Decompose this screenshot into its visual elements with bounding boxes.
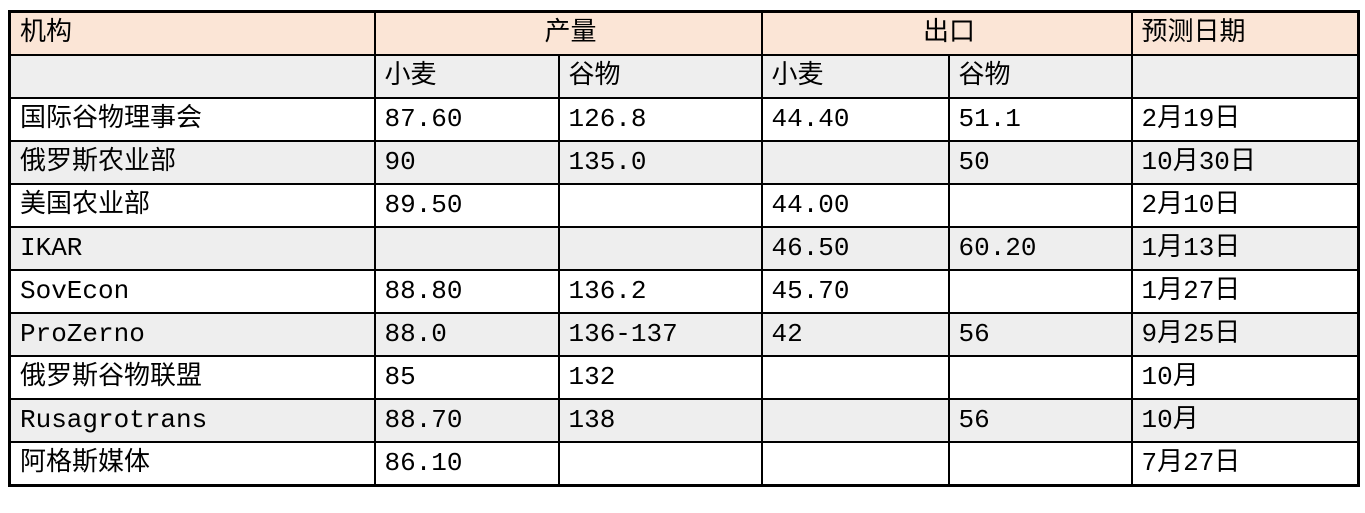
forecast-date-cell: 2月19日 bbox=[1130, 97, 1360, 142]
forecast-date-cell: 10月 bbox=[1130, 398, 1360, 443]
forecast-date-header-cell: 预测日期 bbox=[1130, 10, 1360, 56]
forecast-date-cell: 1月13日 bbox=[1130, 226, 1360, 271]
production-grain-cell: 135.0 bbox=[557, 140, 763, 185]
export-grain-cell: 51.1 bbox=[947, 97, 1133, 142]
org-cell: 俄罗斯农业部 bbox=[8, 140, 376, 185]
export-grain-cell: 50 bbox=[947, 140, 1133, 185]
production-grain-cell: 126.8 bbox=[557, 97, 763, 142]
production-grain-cell bbox=[557, 226, 763, 271]
production-header-cell: 产量 bbox=[373, 10, 763, 56]
org-cell: ProZerno bbox=[8, 312, 376, 357]
export-wheat-cell: 44.40 bbox=[760, 97, 950, 142]
export-header-cell: 出口 bbox=[760, 10, 1133, 56]
grain-forecast-table: 机构 产量 出口 预测日期 小麦 谷物 小麦 谷物 国际谷物理事会 87.60 12… bbox=[8, 10, 1360, 487]
header-row: 机构 产量 出口 预测日期 bbox=[8, 10, 1360, 56]
org-cell: 俄罗斯谷物联盟 bbox=[8, 355, 376, 400]
production-wheat-cell: 86.10 bbox=[373, 441, 560, 487]
production-wheat-cell: 88.80 bbox=[373, 269, 560, 314]
export-grain-cell bbox=[947, 441, 1133, 487]
table-body: 国际谷物理事会 87.60 126.8 44.40 51.1 2月19日 俄罗斯农业部 90 1… bbox=[8, 97, 1360, 487]
org-cell: 国际谷物理事会 bbox=[8, 97, 376, 142]
export-wheat-cell: 45.70 bbox=[760, 269, 950, 314]
production-wheat-cell: 90 bbox=[373, 140, 560, 185]
export-grain-cell bbox=[947, 183, 1133, 228]
org-subheader-empty-cell bbox=[8, 54, 376, 99]
org-cell: 美国农业部 bbox=[8, 183, 376, 228]
production-wheat-cell: 88.70 bbox=[373, 398, 560, 443]
forecast-table-container: 机构 产量 出口 预测日期 小麦 谷物 小麦 谷物 国际谷物理事会 87.60 12… bbox=[8, 10, 1360, 487]
export-wheat-cell: 46.50 bbox=[760, 226, 950, 271]
export-grain-cell: 56 bbox=[947, 312, 1133, 357]
subheader-row: 小麦 谷物 小麦 谷物 bbox=[8, 54, 1360, 99]
export-wheat-cell: 44.00 bbox=[760, 183, 950, 228]
production-wheat-cell: 89.50 bbox=[373, 183, 560, 228]
production-wheat-cell: 87.60 bbox=[373, 97, 560, 142]
table-row: Rusagrotrans 88.70 138 56 10月 bbox=[8, 398, 1360, 443]
table-row: IKAR 46.50 60.20 1月13日 bbox=[8, 226, 1360, 271]
org-cell: 阿格斯媒体 bbox=[8, 441, 376, 487]
production-grain-cell: 136-137 bbox=[557, 312, 763, 357]
forecast-date-cell: 2月10日 bbox=[1130, 183, 1360, 228]
org-cell: SovEcon bbox=[8, 269, 376, 314]
forecast-date-cell: 7月27日 bbox=[1130, 441, 1360, 487]
export-wheat-cell: 42 bbox=[760, 312, 950, 357]
production-wheat-cell: 85 bbox=[373, 355, 560, 400]
export-wheat-subheader-cell: 小麦 bbox=[760, 54, 950, 99]
export-wheat-cell bbox=[760, 140, 950, 185]
forecast-date-cell: 1月27日 bbox=[1130, 269, 1360, 314]
export-grain-cell: 60.20 bbox=[947, 226, 1133, 271]
export-grain-cell bbox=[947, 269, 1133, 314]
table-row: 俄罗斯农业部 90 135.0 50 10月30日 bbox=[8, 140, 1360, 185]
production-grain-cell bbox=[557, 441, 763, 487]
table-row: 阿格斯媒体 86.10 7月27日 bbox=[8, 441, 1360, 487]
table-row: 国际谷物理事会 87.60 126.8 44.40 51.1 2月19日 bbox=[8, 97, 1360, 142]
production-wheat-cell: 88.0 bbox=[373, 312, 560, 357]
production-grain-subheader-cell: 谷物 bbox=[557, 54, 763, 99]
org-cell: IKAR bbox=[8, 226, 376, 271]
table-row: SovEcon 88.80 136.2 45.70 1月27日 bbox=[8, 269, 1360, 314]
export-wheat-cell bbox=[760, 398, 950, 443]
export-grain-cell: 56 bbox=[947, 398, 1133, 443]
forecast-date-cell: 9月25日 bbox=[1130, 312, 1360, 357]
forecast-date-cell: 10月30日 bbox=[1130, 140, 1360, 185]
production-wheat-subheader-cell: 小麦 bbox=[373, 54, 560, 99]
export-grain-cell bbox=[947, 355, 1133, 400]
production-grain-cell: 136.2 bbox=[557, 269, 763, 314]
table-row: ProZerno 88.0 136-137 42 56 9月25日 bbox=[8, 312, 1360, 357]
table-row: 俄罗斯谷物联盟 85 132 10月 bbox=[8, 355, 1360, 400]
forecast-date-subheader-empty-cell bbox=[1130, 54, 1360, 99]
org-cell: Rusagrotrans bbox=[8, 398, 376, 443]
org-header-cell: 机构 bbox=[8, 10, 376, 56]
production-wheat-cell bbox=[373, 226, 560, 271]
table-header: 机构 产量 出口 预测日期 小麦 谷物 小麦 谷物 bbox=[8, 10, 1360, 99]
export-wheat-cell bbox=[760, 441, 950, 487]
production-grain-cell: 138 bbox=[557, 398, 763, 443]
table-row: 美国农业部 89.50 44.00 2月10日 bbox=[8, 183, 1360, 228]
production-grain-cell: 132 bbox=[557, 355, 763, 400]
export-grain-subheader-cell: 谷物 bbox=[947, 54, 1133, 99]
forecast-date-cell: 10月 bbox=[1130, 355, 1360, 400]
production-grain-cell bbox=[557, 183, 763, 228]
export-wheat-cell bbox=[760, 355, 950, 400]
